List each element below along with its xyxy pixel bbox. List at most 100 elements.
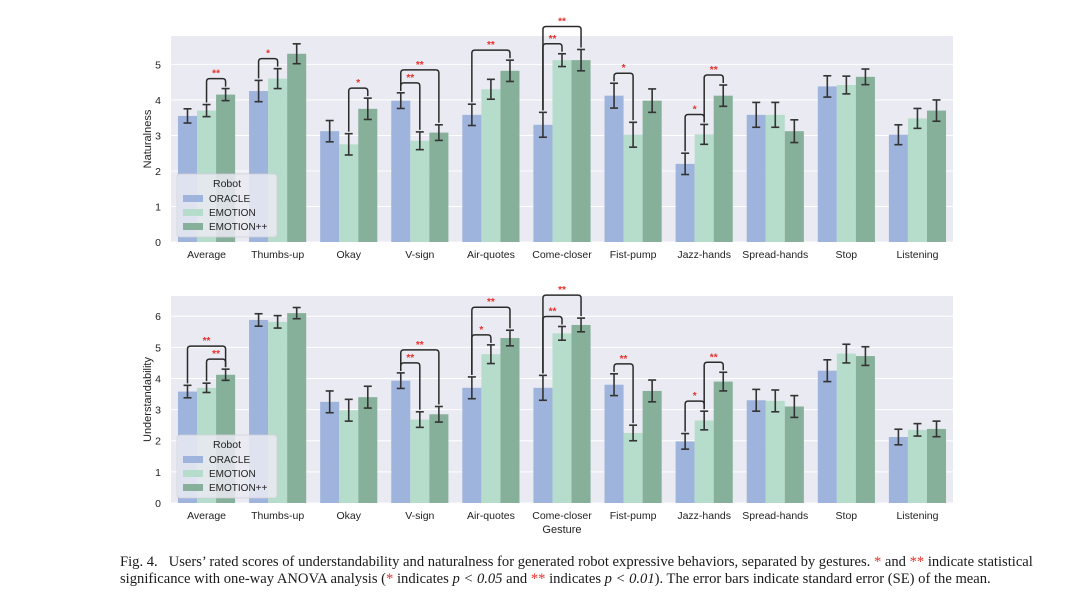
significance-bracket — [186, 345, 227, 384]
understandability-chart: 0 1 2 3 4 5 6 Understandability Average Thumbs-up… — [142, 285, 953, 536]
bar — [926, 428, 947, 503]
bar — [287, 313, 307, 503]
y-tick-label: 6 — [155, 311, 161, 323]
naturalness-chart: 0 1 2 3 4 5 Naturalness Average Thumbs-up Okay V-s… — [142, 16, 953, 261]
y-tick-label: 4 — [155, 95, 161, 107]
significance-label: ** — [549, 34, 557, 45]
significance-label: * — [693, 391, 697, 402]
bar — [604, 95, 624, 242]
bar — [320, 131, 340, 242]
y-tick-label: 1 — [155, 201, 161, 213]
bar — [410, 419, 430, 503]
significance-label: ** — [710, 352, 718, 363]
bar — [552, 60, 572, 242]
y-tick-label: 4 — [155, 373, 161, 385]
bar — [429, 132, 449, 242]
x-tick-label: Thumbs-up — [251, 249, 304, 261]
caption-text-2: indicate statistical significance with o… — [120, 554, 1033, 587]
significance-bracket — [613, 363, 634, 424]
x-tick-label: Average — [187, 510, 226, 522]
caption-and-2: and — [506, 571, 528, 587]
significance-label: ** — [416, 60, 424, 71]
x-tick-label: Come-closer — [532, 249, 592, 261]
caption-math-1: p < 0.05 — [452, 571, 503, 587]
bar — [907, 118, 927, 242]
significance-bracket — [471, 49, 511, 103]
legend-entry: EMOTION — [209, 469, 256, 480]
significance-label: ** — [212, 69, 220, 80]
bar — [391, 380, 411, 503]
x-tick-label: Spread-hands — [742, 249, 808, 261]
legend-swatch — [183, 470, 203, 477]
significance-label: ** — [620, 354, 628, 365]
significance-bracket — [471, 306, 511, 375]
bar — [746, 114, 766, 242]
significance-label: ** — [549, 307, 557, 318]
bar — [552, 333, 572, 503]
bar — [888, 134, 908, 242]
legend-swatch — [183, 195, 203, 202]
x-tick-label: V-sign — [405, 249, 434, 261]
legend-box — [176, 434, 278, 499]
legend-entry: ORACLE — [209, 194, 250, 205]
x-tick-label: Stop — [836, 510, 858, 522]
bar — [836, 85, 856, 242]
bar — [481, 354, 501, 503]
significance-label: * — [356, 78, 360, 89]
caption-fig-label: Fig. 4. — [120, 554, 158, 570]
significance-bracket — [703, 74, 724, 123]
y-tick-label: 1 — [155, 467, 161, 479]
bar — [746, 400, 766, 503]
y-tick-label: 3 — [155, 405, 161, 417]
caption-text-5: ). The error bars indicate standard erro… — [654, 571, 991, 587]
significance-label: ** — [406, 73, 414, 84]
caption-star-3: * — [386, 571, 394, 587]
x-tick-label: V-sign — [405, 510, 434, 522]
bar — [339, 144, 359, 242]
y-tick-label: 0 — [155, 498, 161, 510]
x-tick-label: Stop — [836, 249, 858, 261]
legend-title: Robot — [213, 178, 241, 190]
x-tick-label: Fist-pump — [610, 249, 657, 261]
x-tick-label: Air-quotes — [467, 249, 515, 261]
bar — [694, 134, 714, 242]
bar — [642, 100, 662, 242]
significance-bracket — [613, 72, 634, 121]
x-tick-label: Listening — [896, 249, 938, 261]
significance-label: * — [622, 63, 626, 74]
bar — [675, 441, 695, 503]
y-tick-label: 5 — [155, 342, 161, 354]
bar — [765, 114, 785, 242]
bar — [500, 70, 520, 242]
bar — [358, 397, 378, 503]
bar — [429, 414, 449, 503]
bar — [784, 131, 804, 242]
y-tick-label: 2 — [155, 166, 161, 178]
bar — [765, 400, 785, 503]
significance-bracket — [542, 294, 582, 374]
significance-bracket — [400, 69, 440, 123]
significance-bracket — [703, 361, 724, 410]
legend-entry: ORACLE — [209, 455, 250, 466]
caption-text-4: indicates — [549, 571, 601, 587]
significance-label: ** — [710, 65, 718, 76]
x-tick-label: Jazz-hands — [677, 249, 731, 261]
significance-label: ** — [487, 40, 495, 51]
bar — [784, 406, 804, 503]
bar — [571, 324, 591, 503]
significance-label: ** — [558, 285, 566, 296]
legend: Robot ORACLE EMOTION EMOTION++ — [176, 434, 278, 499]
significance-label: ** — [416, 340, 424, 351]
bar — [571, 60, 591, 242]
y-tick-label: 5 — [155, 59, 161, 71]
significance-label: ** — [487, 297, 495, 308]
y-tick-label: 2 — [155, 436, 161, 448]
significance-label: * — [693, 104, 697, 115]
bar — [500, 338, 520, 503]
caption-math-2: p < 0.01 — [604, 571, 655, 587]
x-tick-label: Okay — [336, 510, 361, 522]
bar — [320, 401, 340, 503]
caption-and-1: and — [884, 554, 906, 570]
y-axis-label: Understandability — [142, 357, 154, 442]
significance-label: ** — [406, 353, 414, 364]
